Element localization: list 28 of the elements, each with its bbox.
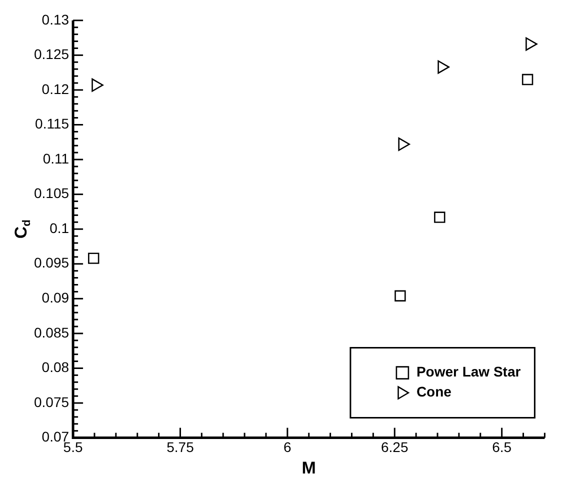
point — [434, 212, 446, 223]
y-axis-title: Cd — [12, 219, 34, 239]
legend-label: Cone — [416, 384, 452, 400]
y-tick-label: 0.11 — [42, 150, 70, 166]
point — [394, 290, 406, 302]
legend-label: Power Law Star — [416, 364, 522, 380]
y-tick-label: 0.105 — [34, 185, 70, 202]
x-tick-label: 6 — [284, 439, 292, 456]
x-tick-label: 6.25 — [381, 439, 408, 456]
y-tick-label: 0.125 — [34, 46, 70, 62]
point — [438, 60, 450, 74]
y-tick-label: 0.09 — [42, 290, 70, 306]
y-tick-label: 0.085 — [34, 324, 70, 340]
y-tick-label: 0.115 — [35, 116, 70, 132]
point — [88, 252, 100, 264]
y-tick-label: 0.08 — [42, 359, 70, 376]
point — [92, 78, 104, 92]
point — [398, 138, 410, 151]
x-axis-title: M — [302, 458, 316, 478]
y-tick-label: 0.13 — [42, 11, 70, 28]
y-tick-label: 0.095 — [34, 254, 70, 271]
x-tick-label: 6.5 — [492, 439, 512, 456]
point — [522, 74, 534, 86]
x-tick-label: 5.75 — [166, 439, 194, 456]
point — [526, 37, 538, 51]
y-tick-label: 0.075 — [34, 394, 70, 410]
y-tick-label: 0.1 — [50, 220, 70, 236]
y-tick-label: 0.12 — [42, 80, 70, 97]
